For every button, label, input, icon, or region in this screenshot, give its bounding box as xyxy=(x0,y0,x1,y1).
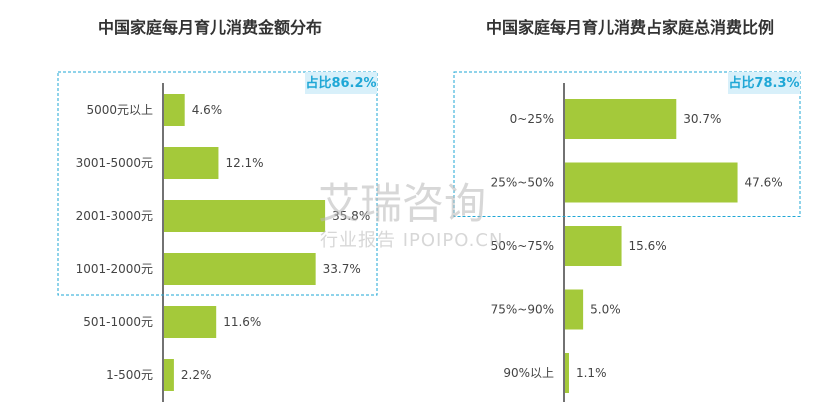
category-label: 501-1000元 xyxy=(83,315,153,329)
bar xyxy=(164,200,326,232)
bar xyxy=(565,99,677,139)
chart-title-left: 中国家庭每月育儿消费金额分布 xyxy=(97,18,322,37)
bar xyxy=(565,353,569,393)
highlight-box xyxy=(57,71,378,296)
chart-title-right: 中国家庭每月育儿消费占家庭总消费比例 xyxy=(485,18,774,37)
category-label: 50%~75% xyxy=(491,239,554,253)
chart-right: 0~25% 30.7% 25%~50% 47.6% 50%~75% 15.6% 75%~90… xyxy=(453,71,801,402)
value-label: 11.6% xyxy=(223,315,261,329)
watermark: 艾瑞咨询 行业报告 IPOIPO.CN xyxy=(318,179,503,251)
category-label: 25%~50% xyxy=(491,176,554,190)
category-label: 1001-2000元 xyxy=(76,262,153,276)
bar xyxy=(565,226,622,266)
highlight-badge-label: 占比86.2% xyxy=(305,75,376,91)
chart-left: 5000元以上 4.6% 3001-5000元 12.1% 2001-3000元 35.8… xyxy=(57,71,378,402)
value-label: 33.7% xyxy=(323,262,361,276)
highlight-badge-label: 占比78.3% xyxy=(728,75,799,91)
category-label: 5000元以上 xyxy=(86,103,153,117)
value-label: 30.7% xyxy=(683,112,721,126)
value-label: 5.0% xyxy=(590,303,621,317)
bar xyxy=(164,306,217,338)
highlight-box xyxy=(453,71,801,217)
bar xyxy=(565,289,584,330)
highlight-badge xyxy=(305,72,377,94)
value-label: 47.6% xyxy=(745,176,783,190)
bar xyxy=(164,359,174,391)
bar xyxy=(164,147,219,179)
watermark-line1: 艾瑞咨询 xyxy=(318,179,486,228)
bar xyxy=(565,162,738,203)
category-label: 0~25% xyxy=(510,112,554,126)
value-label: 35.8% xyxy=(332,209,370,223)
category-label: 3001-5000元 xyxy=(76,156,153,170)
value-label: 4.6% xyxy=(192,103,223,117)
category-label: 75%~90% xyxy=(491,303,554,317)
value-label: 2.2% xyxy=(181,368,212,382)
value-label: 1.1% xyxy=(576,366,607,380)
category-label: 1-500元 xyxy=(106,368,153,382)
bar xyxy=(164,94,185,126)
value-label: 12.1% xyxy=(225,156,263,170)
category-label: 90%以上 xyxy=(503,366,554,380)
highlight-badge xyxy=(728,72,800,94)
category-label: 2001-3000元 xyxy=(76,209,153,223)
bar xyxy=(164,253,316,285)
watermark-line2: 行业报告 IPOIPO.CN xyxy=(320,230,503,251)
value-label: 15.6% xyxy=(629,239,667,253)
